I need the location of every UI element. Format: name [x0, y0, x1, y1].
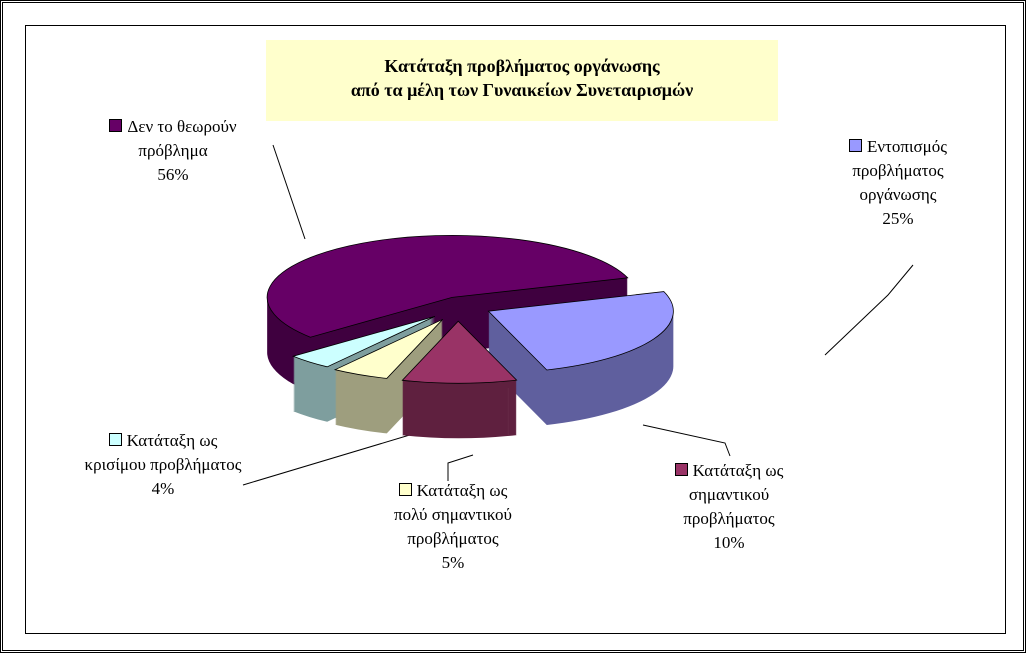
legend-key — [109, 119, 123, 132]
slice-side — [335, 320, 443, 434]
slice — [487, 291, 674, 371]
data-label: Κατάταξη ως πολύ σημαντικού προβλήματος 5… — [388, 479, 518, 575]
value-label: 4% — [151, 479, 175, 498]
data-label: Κατάταξη ως σημαντικού προβλήματος 10% — [648, 459, 810, 555]
data-label: Κατάταξη ως κρισίμου προβλήματος 4% — [83, 429, 243, 501]
category-label: Δεν το θεωρούν πρόβλημα — [127, 117, 237, 160]
leader-line — [272, 144, 306, 240]
data-label: Εντοπισμός προβλήματος οργάνωσης 25% — [823, 135, 973, 231]
title-line: Κατάταξη προβλήματος οργάνωσης — [384, 56, 660, 76]
category-label: Κατάταξη ως σημαντικού προβλήματος — [683, 461, 784, 528]
leader-line — [824, 264, 914, 356]
leader-line — [642, 424, 731, 457]
slice — [266, 234, 629, 338]
category-label: Κατάταξη ως κρισίμου προβλήματος — [84, 431, 242, 474]
slice — [291, 316, 436, 368]
category-label: Κατάταξη ως πολύ σημαντικού προβλήματος — [394, 481, 512, 548]
slice — [333, 318, 444, 379]
data-label: Δεν το θεωρούν πρόβλημα 56% — [73, 115, 273, 187]
legend-key — [848, 139, 862, 152]
slice — [401, 320, 518, 384]
leader-line — [447, 454, 474, 481]
legend-key — [398, 483, 412, 496]
value-label: 5% — [441, 553, 465, 572]
chart — [242, 144, 914, 486]
leader-line — [242, 430, 424, 486]
chart-area — [25, 25, 1006, 634]
category-label: Εντοπισμός προβλήματος οργάνωσης — [852, 137, 948, 204]
chart-title: Κατάταξη προβλήματος οργάνωσης από τα μέ… — [266, 40, 778, 121]
title-line: από τα μέλη των Γυναικείων Συνεταιρισμών — [350, 80, 694, 100]
legend-key — [674, 463, 688, 476]
value-label: 10% — [713, 533, 745, 552]
legend-key — [108, 433, 122, 446]
value-label: 25% — [882, 209, 914, 228]
value-label: 56% — [157, 165, 189, 184]
